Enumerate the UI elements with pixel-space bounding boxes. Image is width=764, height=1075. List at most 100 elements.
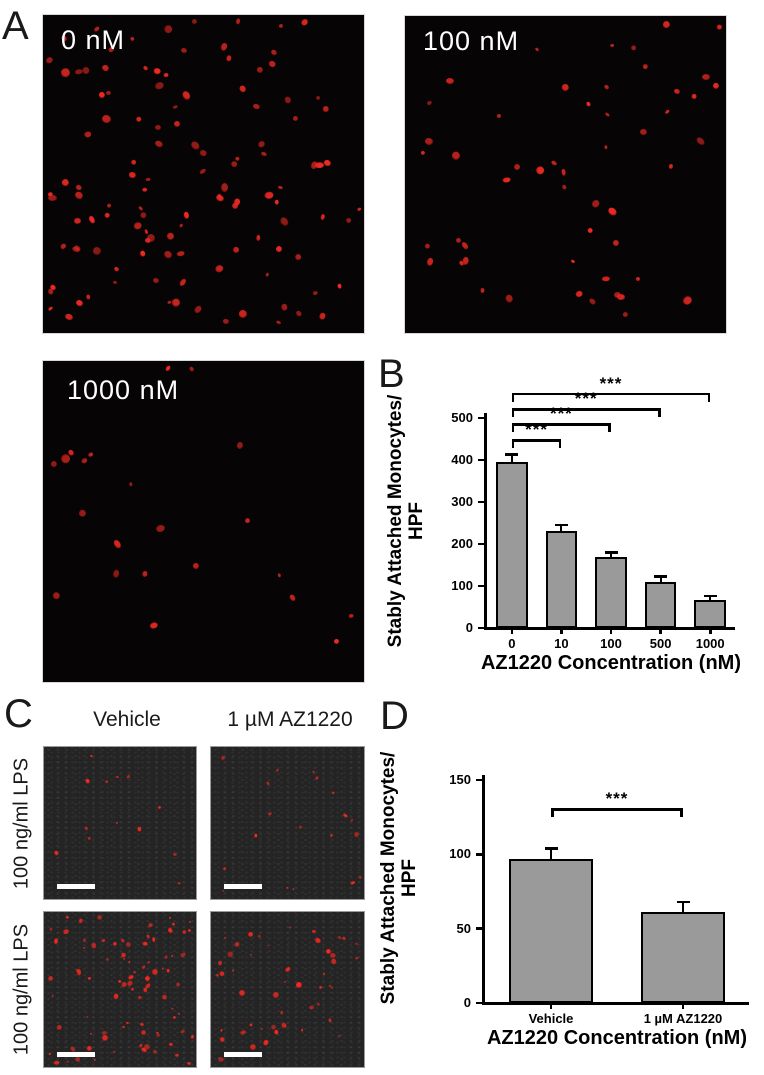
chart-b-plot: 0 100 200 300 400 500 0 10 100 500 1000 AZ1220 Conc… xyxy=(451,374,741,674)
cell-dot xyxy=(84,826,89,832)
cell-dot xyxy=(80,65,90,75)
cell-dot xyxy=(450,150,462,162)
cell-dot xyxy=(480,287,485,294)
cell-dot xyxy=(603,84,610,91)
cell-dot xyxy=(135,115,143,123)
cell-dot xyxy=(237,308,249,319)
scale-bar xyxy=(57,884,95,889)
cell-dot xyxy=(162,23,174,35)
cell-dot xyxy=(275,319,282,326)
cell-dot xyxy=(100,114,112,125)
x-axis-tick-label: Vehicle xyxy=(528,1011,574,1026)
cell-dot xyxy=(141,569,149,577)
cell-dot xyxy=(126,979,134,987)
cell-dot xyxy=(694,135,706,147)
cell-dot xyxy=(574,290,583,299)
cell-dot xyxy=(87,836,92,841)
micrograph-lps-az1220-row2 xyxy=(210,911,365,1068)
cell-dot xyxy=(106,202,112,208)
micrograph-1000nM-label: 1000 nM xyxy=(67,375,180,405)
cell-dot xyxy=(46,975,54,982)
cell-dot xyxy=(315,95,322,102)
cell-dot xyxy=(612,238,621,247)
micrograph-0nM: 0 nM xyxy=(42,14,365,334)
y-axis-tick-label: 0 xyxy=(465,620,473,635)
cell-dot xyxy=(236,441,244,450)
cell-dot xyxy=(630,44,637,52)
cell-dot xyxy=(280,1010,284,1015)
significance-bracket-end xyxy=(707,392,711,402)
cell-dot xyxy=(424,137,434,146)
cell-dot xyxy=(585,100,592,107)
bar xyxy=(640,912,726,1003)
cell-dot xyxy=(181,929,187,935)
cell-dot xyxy=(146,960,150,965)
cell-dot xyxy=(231,969,235,973)
cell-dot xyxy=(534,47,540,53)
panel-d-letter: D xyxy=(380,694,409,738)
bar xyxy=(545,531,578,628)
cell-dot xyxy=(254,834,258,838)
cell-dot xyxy=(354,942,358,946)
x-axis-tick-label: 500 xyxy=(649,636,672,651)
cell-dot xyxy=(153,67,161,75)
chart-d-y-axis-label-line1: Stably Attached Monocytes/ xyxy=(378,751,399,1005)
cell-dot xyxy=(330,986,334,990)
bar xyxy=(595,557,627,628)
cell-dot xyxy=(272,990,281,999)
y-axis-tick xyxy=(476,853,482,856)
cell-dot xyxy=(609,44,615,48)
cell-dot xyxy=(642,62,650,70)
cell-dot xyxy=(169,1043,173,1046)
cell-dot xyxy=(717,24,723,30)
cell-dot xyxy=(55,1023,63,1031)
cell-dot xyxy=(79,456,88,464)
cell-dot xyxy=(350,818,354,822)
cell-dot xyxy=(221,182,229,192)
cell-dot xyxy=(353,831,361,838)
micrograph-lps-vehicle-row2 xyxy=(43,911,197,1068)
x-axis-tick xyxy=(709,630,712,634)
cell-dot xyxy=(222,318,230,325)
cell-dot xyxy=(215,263,225,274)
cell-dot xyxy=(266,781,271,787)
cell-dot xyxy=(356,206,362,212)
cell-dot xyxy=(462,256,470,266)
cell-dot xyxy=(320,213,326,221)
cell-dot xyxy=(75,299,84,308)
cell-dot xyxy=(238,84,248,95)
error-bar-line xyxy=(510,454,513,463)
x-axis-tick-label: 0 xyxy=(508,636,516,651)
cell-dot xyxy=(150,967,159,977)
cell-dot xyxy=(163,955,168,961)
micrograph-lps-vehicle-row1 xyxy=(43,746,197,900)
cell-dot xyxy=(223,937,226,940)
cell-dot xyxy=(91,246,102,256)
cell-dot xyxy=(504,293,515,304)
cell-dot xyxy=(90,941,97,948)
cell-dot xyxy=(216,193,222,199)
cell-dot xyxy=(274,245,283,254)
cell-dot xyxy=(590,198,601,209)
y-axis-tick xyxy=(478,626,484,630)
cell-dot xyxy=(257,139,267,149)
cell-dot xyxy=(139,211,148,220)
cell-dot xyxy=(587,226,594,234)
cell-dot xyxy=(278,215,290,227)
cell-dot xyxy=(152,276,160,284)
cell-dot xyxy=(318,311,327,321)
cell-dot xyxy=(274,199,279,205)
significance-bracket-end xyxy=(558,439,562,448)
cell-dot xyxy=(330,958,337,965)
cell-dot xyxy=(173,1016,177,1020)
significance-bracket-line xyxy=(551,808,683,811)
cell-dot xyxy=(222,866,227,871)
cell-dot xyxy=(100,1034,110,1043)
error-bar-line xyxy=(682,901,684,913)
cell-dot xyxy=(604,111,610,117)
cell-dot xyxy=(273,1029,280,1035)
cell-dot xyxy=(349,879,356,885)
cell-dot xyxy=(113,265,120,273)
cell-dot xyxy=(130,159,137,166)
cell-dot xyxy=(341,935,347,941)
